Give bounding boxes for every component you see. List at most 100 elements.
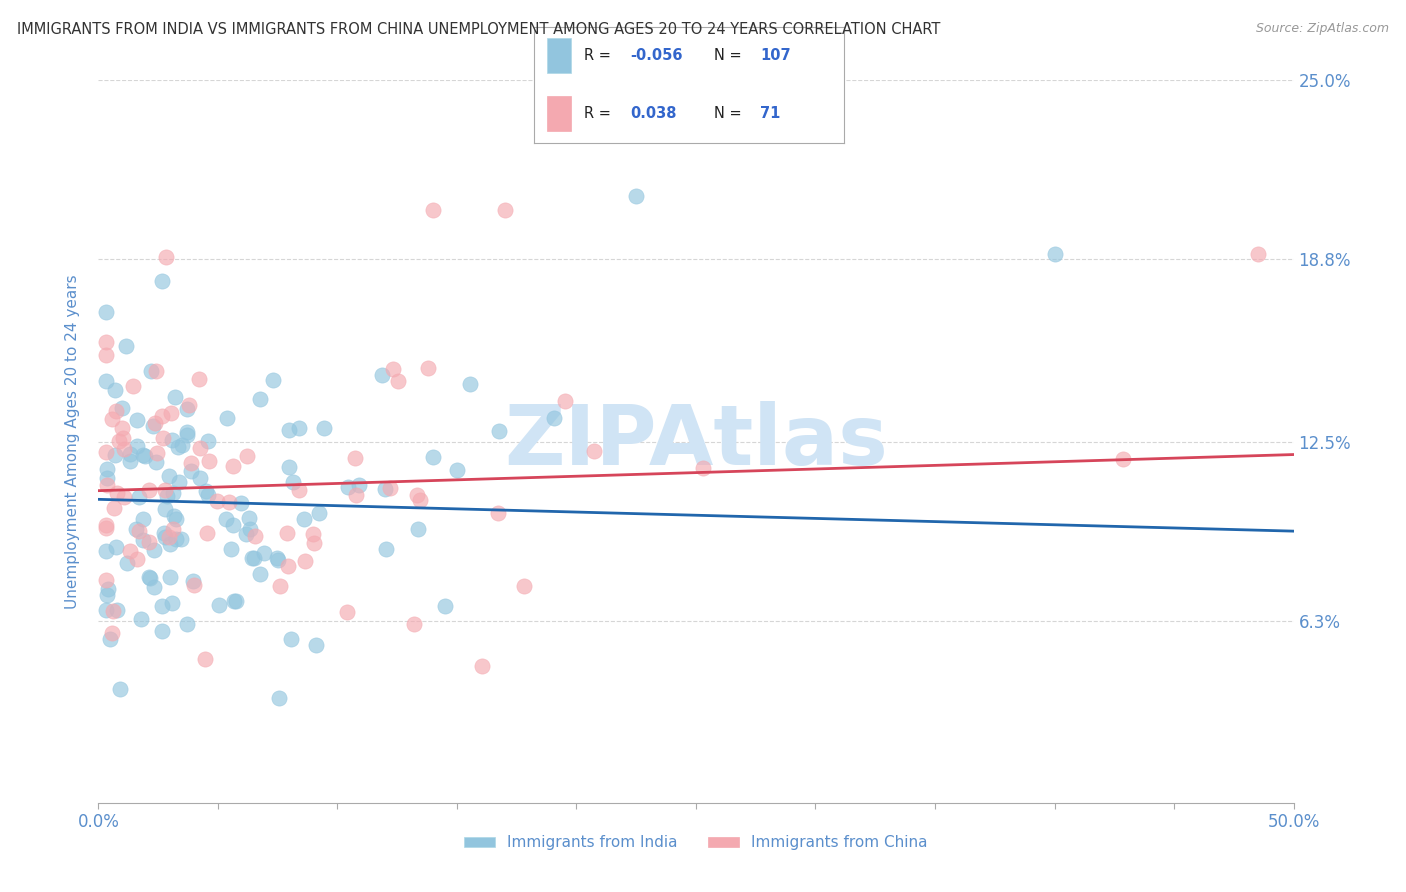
Point [374,482,396,496]
Point [240,550,263,565]
Point [128,491,150,505]
Point [416,361,439,376]
Point [94,334,117,349]
Point [155,250,177,264]
Point [222,518,245,533]
Text: R =: R = [583,106,616,121]
Point [132,512,155,526]
Point [225,594,247,608]
Point [118,544,141,558]
Point [105,404,128,418]
Point [219,541,242,556]
Point [294,554,316,568]
Text: R =: R = [583,48,616,63]
Point [165,533,187,547]
Point [165,511,187,525]
Point [305,638,328,652]
Point [238,511,260,525]
Point [249,567,271,582]
Point [197,488,219,502]
Point [1247,246,1270,260]
Point [176,428,198,442]
Point [152,599,174,613]
Point [127,552,149,566]
Point [139,571,162,585]
Point [96,445,118,459]
Point [138,570,160,584]
Point [104,448,127,462]
Text: -0.056: -0.056 [630,48,683,63]
Point [434,599,457,614]
Point [153,502,176,516]
Point [153,526,176,541]
Point [249,392,271,407]
Point [422,203,444,218]
Point [159,570,181,584]
Y-axis label: Unemployment Among Ages 20 to 24 years: Unemployment Among Ages 20 to 24 years [65,274,80,609]
Point [344,488,367,502]
Point [143,580,166,594]
Point [118,453,141,467]
Point [1043,246,1066,260]
Point [103,501,125,516]
Point [406,488,429,502]
Point [101,411,124,425]
Point [98,632,121,647]
Point [267,552,290,566]
Point [167,475,190,489]
Point [112,442,135,457]
Point [115,556,138,570]
Point [554,393,576,408]
Point [188,372,211,386]
Point [94,374,117,388]
Point [138,535,160,549]
Point [277,558,299,573]
Point [374,541,396,556]
Point [287,420,309,434]
Point [108,434,131,449]
Point [167,440,190,454]
Point [1111,452,1133,467]
Point [170,532,193,546]
Point [692,460,714,475]
Point [176,425,198,439]
Point [458,377,481,392]
Point [150,409,173,423]
Point [159,537,181,551]
Point [96,521,118,535]
Point [215,410,238,425]
Point [94,517,117,532]
Point [370,368,392,382]
Point [153,483,176,498]
Point [131,449,153,463]
Point [312,421,335,435]
Point [215,512,238,526]
Point [422,450,444,464]
Point [188,471,211,485]
Point [302,535,325,549]
Point [176,617,198,632]
Point [141,364,163,378]
Point [288,483,311,497]
Point [208,598,231,612]
Point [408,522,430,536]
Point [108,682,131,697]
Point [162,486,184,500]
Point [159,469,181,483]
Point [488,424,510,438]
Point [153,529,176,543]
Point [142,418,165,433]
Point [129,612,152,626]
Point [112,490,135,504]
Point [269,690,291,705]
Point [163,390,186,404]
Point [194,652,217,666]
Text: IMMIGRANTS FROM INDIA VS IMMIGRANTS FROM CHINA UNEMPLOYMENT AMONG AGES 20 TO 24 : IMMIGRANTS FROM INDIA VS IMMIGRANTS FROM… [17,22,941,37]
Point [205,493,228,508]
Point [120,446,142,460]
Point [349,478,371,492]
Point [96,478,118,492]
Point [138,483,160,498]
Text: Source: ZipAtlas.com: Source: ZipAtlas.com [1256,22,1389,36]
Point [125,413,148,427]
